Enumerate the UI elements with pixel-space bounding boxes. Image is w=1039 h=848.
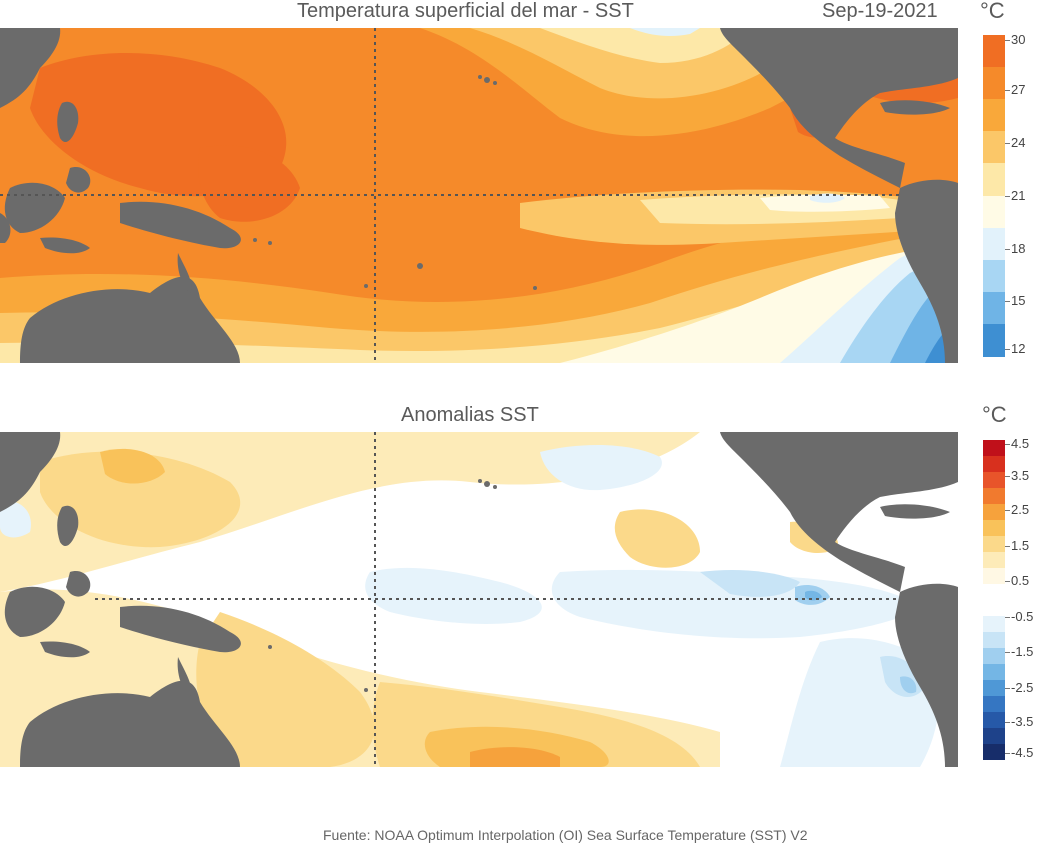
- colorbar-segment: [983, 744, 1005, 760]
- colorbar-tick-mark: [1005, 444, 1010, 445]
- colorbar-segment: [983, 696, 1005, 712]
- colorbar-tick-label: 15: [1011, 293, 1026, 308]
- colorbar-segment: [983, 600, 1005, 616]
- colorbar-segment: [983, 632, 1005, 648]
- colorbar-tick-label: 18: [1011, 241, 1026, 256]
- colorbar-tick-label: 12: [1011, 341, 1026, 356]
- anomaly-unit-label: °C: [982, 402, 1007, 427]
- sst-colorbar: [983, 35, 1005, 357]
- sst-unit-label: °C: [980, 0, 1005, 23]
- colorbar-segment: [983, 35, 1005, 68]
- colorbar-tick-mark: [1005, 581, 1010, 582]
- anomaly-colorbar: [983, 440, 1005, 760]
- colorbar-segment: [983, 291, 1005, 325]
- colorbar-segment: [983, 488, 1005, 504]
- colorbar-segment: [983, 552, 1005, 568]
- colorbar-tick-label: 4.5: [1011, 436, 1030, 451]
- colorbar-tick-label: 2.5: [1011, 502, 1030, 517]
- colorbar-segment: [983, 259, 1005, 293]
- colorbar-segment: [983, 728, 1005, 744]
- colorbar-segment: [983, 440, 1005, 456]
- data-source-footer: Fuente: NOAA Optimum Interpolation (OI) …: [323, 827, 808, 843]
- colorbar-segment: [983, 323, 1005, 357]
- colorbar-tick-label: 0.5: [1011, 573, 1030, 588]
- colorbar-segment: [983, 67, 1005, 101]
- colorbar-segment: [983, 680, 1005, 696]
- colorbar-tick-label: -3.5: [1011, 714, 1034, 729]
- colorbar-segment: [983, 584, 1005, 600]
- colorbar-segment: [983, 227, 1005, 261]
- colorbar-tick-label: 30: [1011, 32, 1026, 47]
- colorbar-segment: [983, 648, 1005, 664]
- colorbar-segment: [983, 195, 1005, 229]
- colorbar-tick-mark: [1005, 476, 1010, 477]
- colorbar-tick-mark: [1005, 196, 1010, 197]
- colorbar-tick-label: -1.5: [1011, 644, 1034, 659]
- colorbar-segment: [983, 163, 1005, 197]
- colorbar-tick-label: 24: [1011, 135, 1026, 150]
- colorbar-tick-mark: [1005, 688, 1010, 689]
- colorbar-tick-mark: [1005, 753, 1010, 754]
- colorbar-tick-mark: [1005, 546, 1010, 547]
- colorbar-segment: [983, 456, 1005, 472]
- colorbar-tick-mark: [1005, 617, 1010, 618]
- colorbar-segment: [983, 616, 1005, 632]
- colorbar-tick-label: -2.5: [1011, 680, 1034, 695]
- colorbar-tick-label: -0.5: [1011, 609, 1034, 624]
- colorbar-tick-mark: [1005, 652, 1010, 653]
- colorbar-tick-label: 3.5: [1011, 468, 1030, 483]
- colorbar-segment: [983, 536, 1005, 552]
- sst-map: [0, 28, 958, 363]
- colorbar-tick-label: 1.5: [1011, 538, 1030, 553]
- colorbar-tick-mark: [1005, 90, 1010, 91]
- colorbar-segment: [983, 472, 1005, 488]
- colorbar-segment: [983, 712, 1005, 728]
- colorbar-tick-label: -4.5: [1011, 745, 1034, 760]
- colorbar-segment: [983, 99, 1005, 133]
- colorbar-tick-mark: [1005, 143, 1010, 144]
- colorbar-segment: [983, 504, 1005, 520]
- anomaly-map-graphic: [0, 432, 958, 767]
- colorbar-tick-mark: [1005, 301, 1010, 302]
- colorbar-tick-mark: [1005, 40, 1010, 41]
- colorbar-segment: [983, 568, 1005, 584]
- colorbar-tick-mark: [1005, 349, 1010, 350]
- colorbar-tick-mark: [1005, 722, 1010, 723]
- colorbar-tick-label: 27: [1011, 82, 1026, 97]
- colorbar-tick-label: 21: [1011, 188, 1026, 203]
- colorbar-segment: [983, 520, 1005, 536]
- colorbar-segment: [983, 131, 1005, 165]
- sst-title: Temperatura superficial del mar - SST: [297, 0, 634, 22]
- anomaly-map: [0, 432, 958, 767]
- sst-date: Sep-19-2021: [822, 0, 938, 22]
- sst-map-graphic: [0, 28, 958, 363]
- anomaly-title: Anomalias SST: [401, 404, 539, 426]
- colorbar-tick-mark: [1005, 249, 1010, 250]
- colorbar-tick-mark: [1005, 510, 1010, 511]
- colorbar-segment: [983, 664, 1005, 680]
